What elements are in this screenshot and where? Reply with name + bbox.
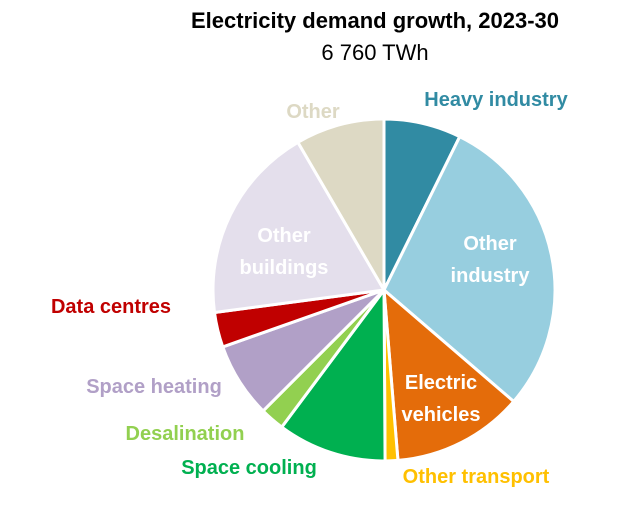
pie-slice-other-industry: [382, 135, 557, 403]
pie-label-space-cooling: Space cooling: [181, 457, 317, 479]
chart-subtitle: 6 760 TWh: [321, 40, 429, 65]
pie-label-other-transport: Other transport: [403, 466, 550, 488]
pie-label-electric-vehicles: Electric vehicles: [402, 372, 481, 426]
pie-label-desalination: Desalination: [126, 423, 245, 445]
pie-label-heavy-industry: Heavy industry: [424, 89, 568, 111]
pie-slice-other-buildings: [211, 140, 386, 314]
pie-label-other-buildings: Other buildings: [240, 225, 329, 279]
pie-slice-electric-vehicles: [382, 288, 516, 462]
pie-label-space-heating: Space heating: [86, 376, 222, 398]
pie-slice-other: [296, 117, 386, 292]
chart-title: Electricity demand growth, 2023-30: [190, 8, 560, 33]
pie-label-other-industry: Other industry: [451, 233, 531, 287]
pie-label-other: Other: [286, 101, 340, 123]
pie-slice-space-cooling: [280, 288, 387, 463]
pie-label-data-centres: Data centres: [51, 296, 171, 318]
